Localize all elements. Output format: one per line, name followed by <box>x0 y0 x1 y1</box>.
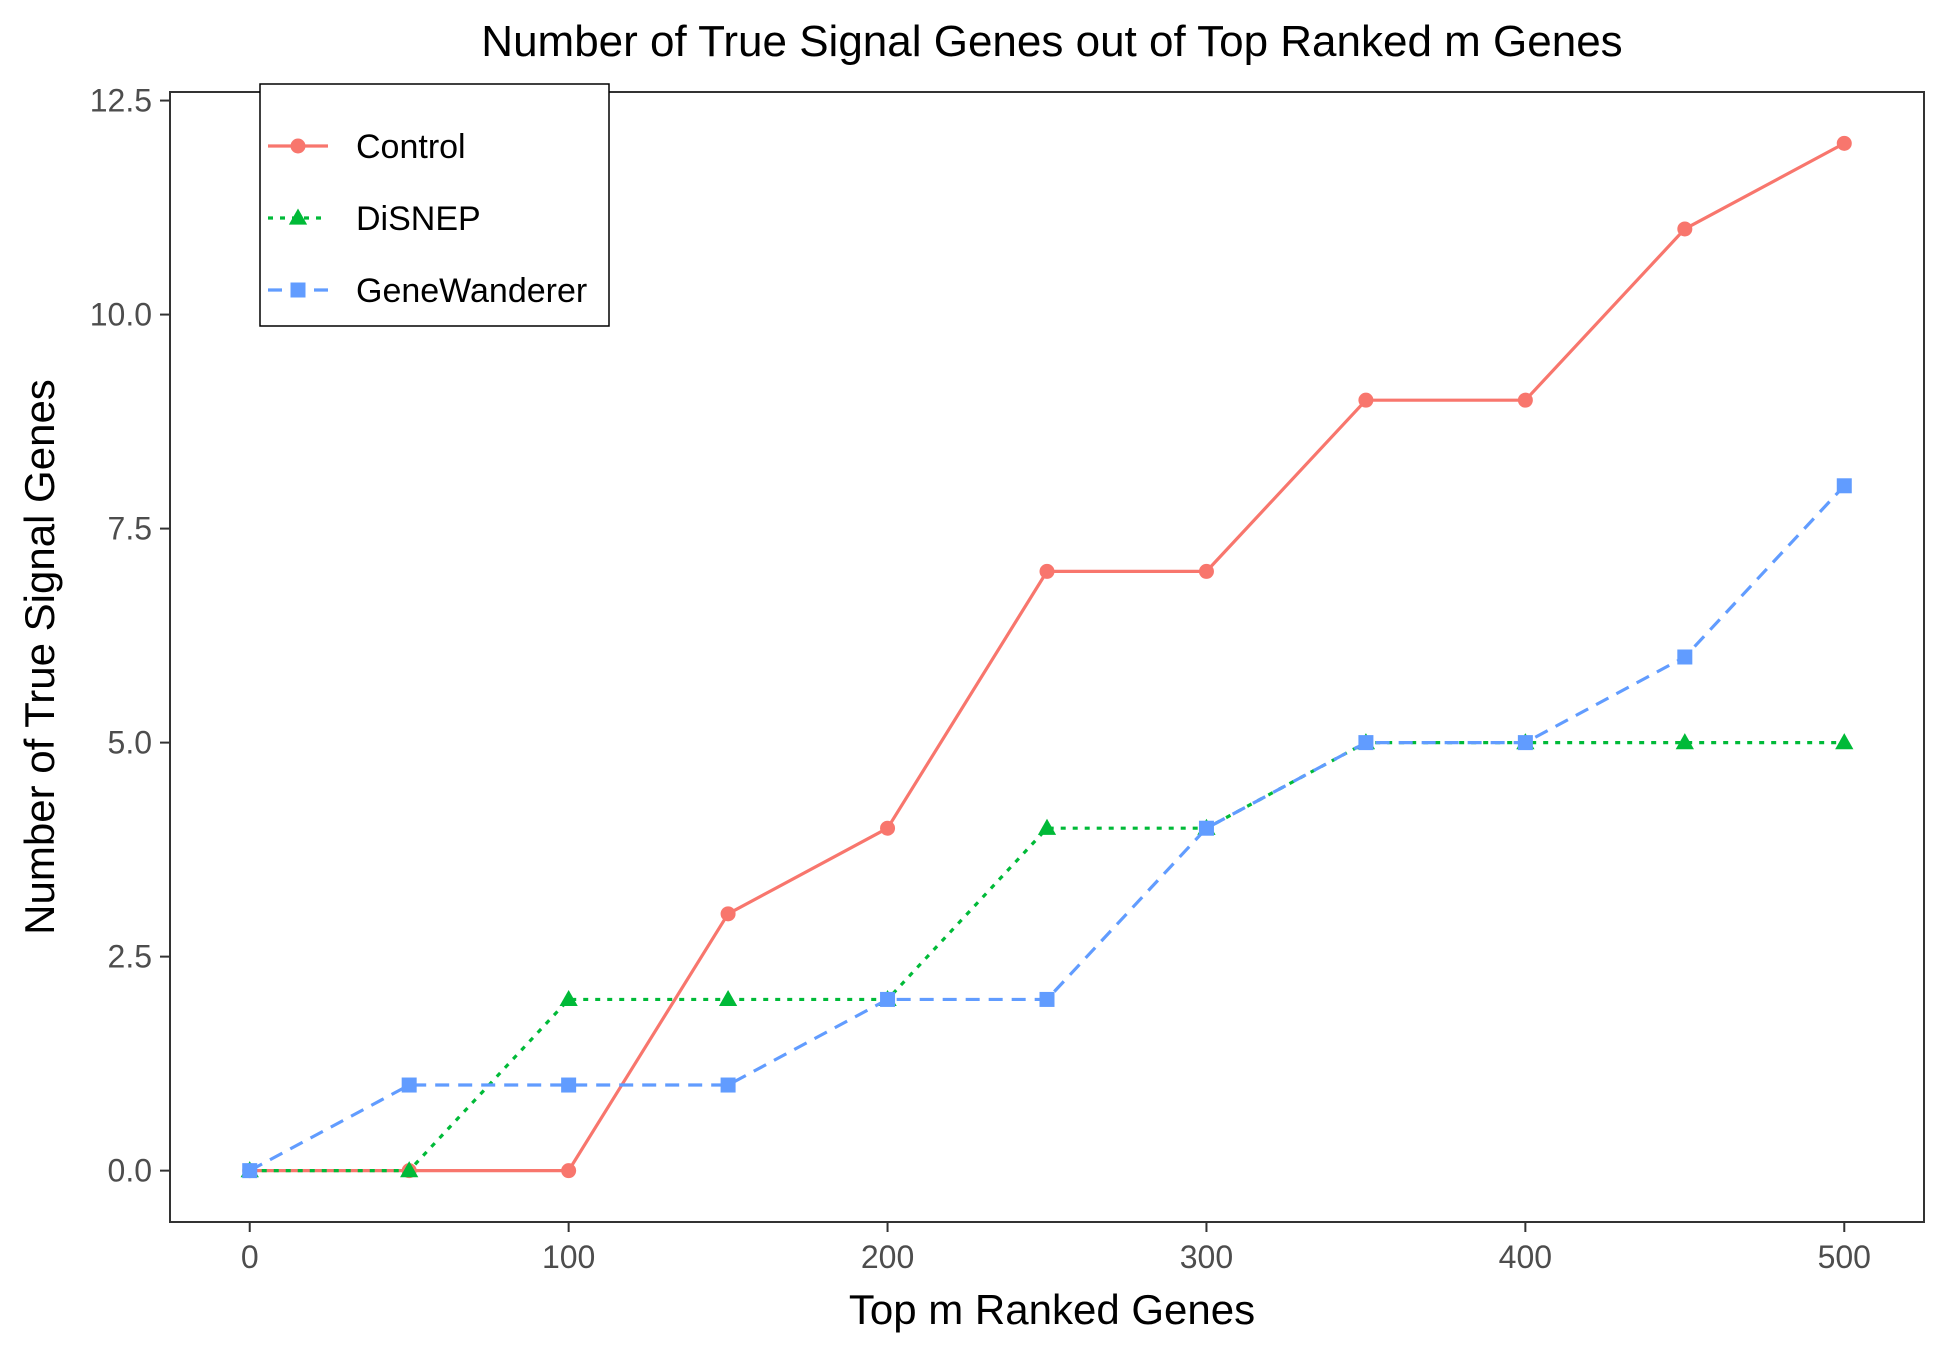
y-tick-label: 12.5 <box>90 83 152 119</box>
legend-box <box>259 83 610 327</box>
x-tick-label: 500 <box>1818 1239 1871 1275</box>
data-point-genewanderer <box>1677 649 1693 665</box>
data-point-genewanderer <box>1836 478 1852 494</box>
legend-label-control: Control <box>356 128 466 166</box>
x-tick-label: 200 <box>861 1239 914 1275</box>
data-point-control <box>1358 392 1374 408</box>
legend-marker-disnep <box>288 208 308 225</box>
y-tick-label: 7.5 <box>108 511 152 547</box>
legend-label-genewanderer: GeneWanderer <box>356 272 587 310</box>
data-point-disnep <box>1835 733 1854 750</box>
data-point-genewanderer <box>720 1077 736 1093</box>
y-tick-label: 10.0 <box>90 297 152 333</box>
series-line-disnep <box>249 741 1845 1173</box>
data-point-genewanderer <box>1039 991 1055 1007</box>
data-point-control <box>720 906 736 922</box>
data-point-control <box>1836 135 1852 151</box>
data-point-genewanderer <box>1517 735 1533 751</box>
data-point-control <box>1517 392 1533 408</box>
y-tick-label: 2.5 <box>108 939 152 975</box>
data-point-control <box>561 1163 577 1179</box>
series-layer <box>240 135 1854 1179</box>
data-point-genewanderer <box>561 1077 577 1093</box>
y-axis: 0.0 2.5 5.0 7.5 10.0 12.5 <box>90 83 170 1189</box>
y-tick-label: 5.0 <box>108 725 152 761</box>
data-point-disnep <box>1675 733 1694 750</box>
data-point-control <box>1039 563 1055 579</box>
data-point-genewanderer <box>1198 820 1214 836</box>
legend: Control DiSNEP GeneWanderer <box>259 83 610 327</box>
data-point-disnep <box>559 989 578 1007</box>
x-tick-label: 0 <box>241 1239 259 1275</box>
data-point-disnep <box>1037 818 1057 835</box>
legend-marker-control <box>290 138 306 154</box>
y-axis-title: Number of True Signal Genes <box>16 379 63 935</box>
data-point-control <box>1677 221 1693 237</box>
data-point-control <box>880 820 896 836</box>
x-axis: 0 100 200 300 400 500 <box>241 1222 1871 1275</box>
legend-item-control: Control <box>268 128 466 166</box>
x-axis-title: Top m Ranked Genes <box>849 1286 1255 1333</box>
data-point-disnep <box>400 1161 419 1178</box>
series-genewanderer <box>242 478 1852 1179</box>
data-point-control <box>1198 563 1214 579</box>
data-point-genewanderer <box>880 991 896 1007</box>
data-point-genewanderer <box>401 1077 417 1093</box>
data-point-genewanderer <box>1358 735 1374 751</box>
x-tick-label: 300 <box>1180 1239 1233 1275</box>
y-tick-label: 0.0 <box>108 1153 152 1189</box>
legend-label-disnep: DiSNEP <box>356 200 481 238</box>
legend-marker-genewanderer <box>290 282 306 298</box>
legend-item-genewanderer: GeneWanderer <box>268 272 587 310</box>
chart-title: Number of True Signal Genes out of Top R… <box>481 17 1622 66</box>
data-point-disnep <box>718 989 738 1007</box>
x-tick-label: 100 <box>542 1239 595 1275</box>
legend-item-disnep: DiSNEP <box>268 200 481 238</box>
x-tick-label: 400 <box>1499 1239 1552 1275</box>
data-point-genewanderer <box>242 1163 258 1179</box>
